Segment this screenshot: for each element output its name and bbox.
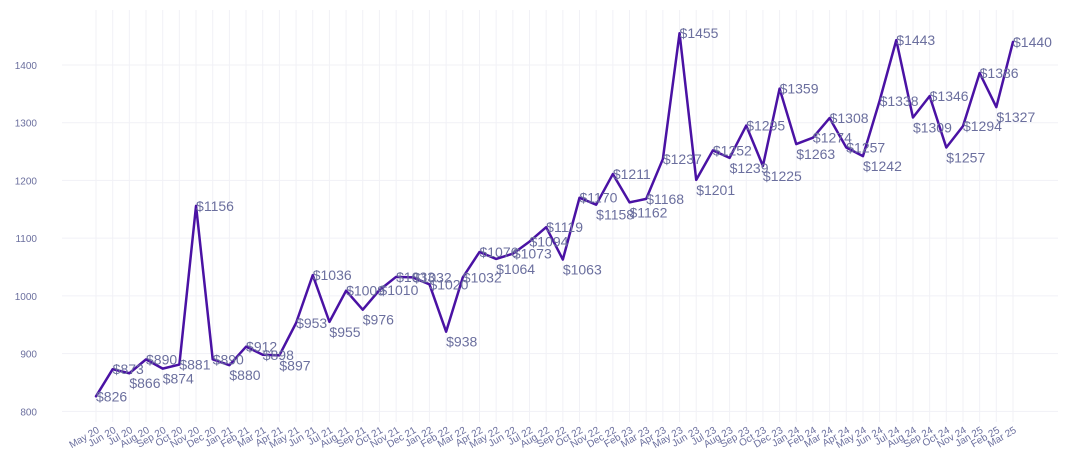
data-label: $1032: [463, 269, 502, 285]
data-label: $1274: [813, 130, 852, 146]
data-label: $873: [113, 361, 144, 377]
data-label: $976: [363, 312, 394, 328]
data-label: $1010: [379, 282, 418, 298]
data-label: $881: [179, 357, 210, 373]
data-label: $1162: [630, 204, 668, 220]
y-tick-label: 1000: [15, 292, 38, 303]
data-label: $1386: [980, 65, 1019, 81]
data-label: $1158: [596, 207, 634, 223]
data-label: $1263: [796, 146, 835, 162]
x-gridlines: [95, 10, 1014, 422]
data-label: $1094: [529, 234, 568, 250]
y-tick-label: 1300: [15, 119, 38, 130]
data-label: $1009: [346, 283, 385, 299]
y-axis-ticks: 800 900 1000 1100 1200 1300 1400: [15, 61, 38, 418]
data-label: $890: [213, 351, 244, 367]
data-label: $1295: [746, 118, 785, 134]
data-label: $1201: [696, 182, 735, 198]
data-label: $1242: [863, 158, 902, 174]
data-label: $1308: [830, 110, 869, 126]
data-label: $1346: [930, 88, 969, 104]
data-label: $1455: [680, 25, 719, 41]
series-line: [94, 31, 1015, 398]
data-label: $1073: [513, 246, 552, 262]
y-tick-label: 900: [20, 350, 37, 361]
data-label: $1225: [763, 168, 802, 184]
y-tick-label: 1100: [15, 234, 37, 245]
data-label: $1033: [396, 269, 435, 285]
data-label: $1294: [963, 118, 1002, 134]
data-label: $866: [129, 375, 160, 391]
data-label: $897: [279, 357, 310, 373]
data-label: $1257: [846, 140, 885, 156]
data-label: $826: [96, 388, 127, 404]
y-tick-label: 1200: [15, 176, 38, 187]
data-label: $1064: [496, 261, 535, 277]
data-label: $1020: [429, 276, 468, 292]
data-label: $1076: [479, 244, 518, 260]
data-label: $898: [263, 347, 294, 363]
data-label: $1119: [546, 219, 583, 235]
data-label: $1032: [413, 269, 452, 285]
data-label: $938: [446, 334, 477, 350]
data-label: $953: [296, 315, 327, 331]
data-label: $1440: [1013, 34, 1052, 50]
data-label: $1257: [946, 150, 985, 166]
data-label: $1327: [996, 109, 1035, 125]
y-gridlines: [62, 64, 1058, 412]
data-label: $912: [246, 339, 277, 355]
data-label: $1359: [780, 81, 819, 97]
data-label: $1168: [646, 191, 684, 207]
data-label: $890: [146, 351, 177, 367]
data-label: $1211: [613, 166, 651, 182]
data-label: $955: [329, 324, 360, 340]
data-label: $1170: [580, 190, 618, 206]
data-label: $1156: [196, 198, 234, 214]
data-label: $1063: [563, 262, 602, 278]
data-label: $1036: [313, 267, 352, 283]
data-label: $1443: [896, 32, 935, 48]
data-label: $880: [229, 367, 260, 383]
y-tick-label: 1400: [15, 61, 38, 72]
data-label: $1309: [913, 119, 952, 135]
data-label: $1239: [730, 160, 769, 176]
data-label: $1252: [713, 142, 752, 158]
data-label: $1338: [880, 93, 919, 109]
data-label: $1237: [663, 151, 702, 167]
data-labels: $826$873$866$890$874$881$1156$890$880$91…: [96, 25, 1052, 404]
y-tick-label: 800: [20, 407, 37, 418]
data-label: $874: [163, 371, 194, 387]
